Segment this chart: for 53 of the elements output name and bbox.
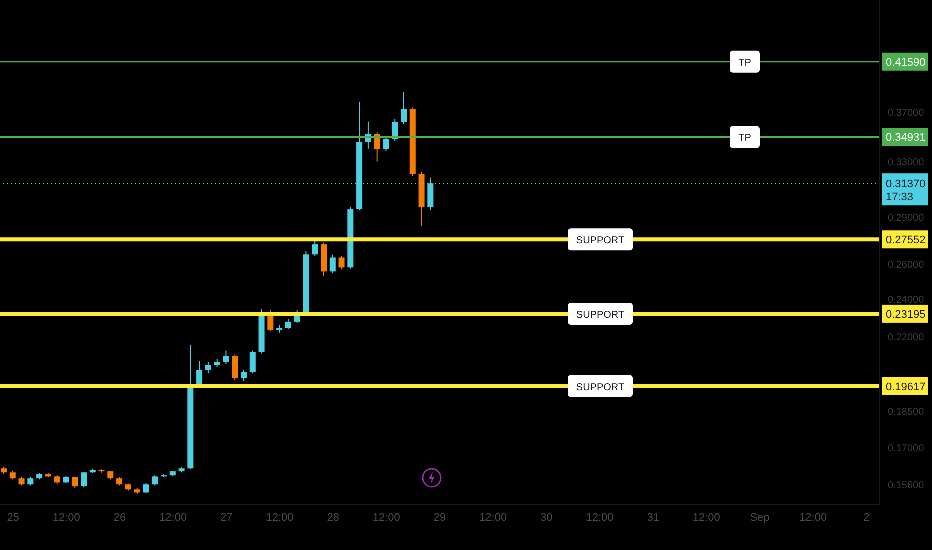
y-tick-label: 0.24000	[888, 294, 925, 306]
x-tick-label: 31	[647, 512, 660, 524]
x-tick-label: 12:00	[800, 512, 828, 524]
x-tick-label: 2	[864, 512, 870, 524]
x-tick-label: 30	[540, 512, 553, 524]
candlestick	[81, 472, 87, 488]
candlestick	[338, 256, 345, 270]
y-tick-label: 0.22000	[888, 332, 925, 344]
ref-line-label: 0.31370	[886, 178, 926, 191]
x-tick-label: 12:00	[480, 512, 508, 524]
annotation: SUPPORT	[576, 310, 625, 321]
x-tick-label: Sep	[750, 512, 770, 524]
candlestick	[392, 118, 398, 142]
ref-line-label: 0.34931	[886, 132, 926, 144]
x-tick-label: 29	[434, 512, 446, 524]
candlestick	[250, 350, 256, 374]
candlestick	[330, 254, 336, 274]
y-tick-label: 0.17000	[888, 444, 925, 455]
candlestick	[241, 370, 247, 382]
y-tick-label: 0.29000	[888, 213, 925, 224]
candlestick	[205, 362, 212, 374]
x-tick-label: 28	[327, 512, 340, 524]
x-tick-label: 12:00	[52, 512, 80, 524]
y-tick-label: 0.18500	[888, 407, 925, 418]
y-tick-label: 0.33000	[888, 157, 925, 168]
annotation: SUPPORT	[576, 236, 625, 247]
y-tick-label: 0.15600	[888, 480, 925, 492]
candlestick	[143, 483, 150, 494]
x-tick-label: 12:00	[586, 512, 614, 524]
ref-line-label: 0.23195	[886, 308, 926, 321]
annotation: SUPPORT	[576, 382, 625, 394]
text: 17:33	[886, 192, 914, 204]
x-tick-label: 12:00	[372, 512, 400, 524]
annotation: TP	[738, 58, 752, 69]
x-tick-label: 25	[7, 512, 20, 524]
ref-line-label: 0.41590	[886, 56, 926, 69]
x-tick-label: 12:00	[266, 512, 294, 524]
candlestick	[152, 475, 158, 486]
x-tick-label: 26	[114, 512, 126, 524]
candlestick	[383, 137, 390, 152]
y-tick-label: 0.37000	[888, 108, 925, 119]
x-tick-label: 12:00	[692, 512, 720, 524]
candlestick	[401, 92, 407, 125]
annotation: TP	[738, 133, 752, 144]
candlestick	[72, 476, 78, 488]
x-tick-label: 12:00	[160, 512, 188, 524]
ref-line-label: 0.19617	[886, 381, 926, 394]
y-tick-label: 0.26000	[888, 260, 925, 272]
candlestick	[285, 318, 292, 330]
ref-line-label: 0.27552	[886, 234, 926, 247]
x-tick-label: 27	[220, 512, 233, 524]
candlestick	[232, 354, 238, 381]
candlestick	[223, 350, 230, 365]
